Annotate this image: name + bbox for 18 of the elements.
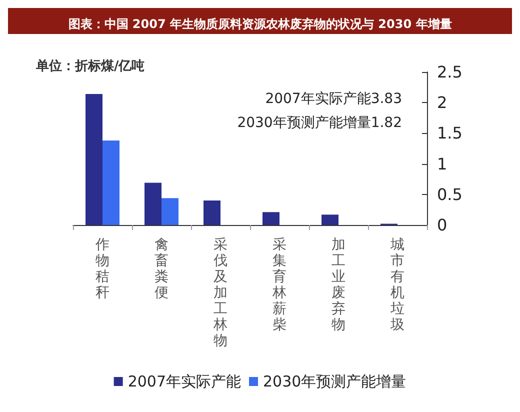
y-tick-label: 1 xyxy=(437,154,448,174)
x-tick-label: 采伐及加工林物 xyxy=(212,237,228,349)
y-axis-title: 单位：折标煤/亿吨 xyxy=(35,58,145,74)
y-tick-label: 2.5 xyxy=(437,62,462,82)
y-tick-label: 2 xyxy=(437,93,448,112)
legend-label: 2007年实际产能 xyxy=(128,372,242,390)
legend-label: 2030年预测产能增量 xyxy=(263,372,406,390)
annotation: 2007年实际产能3.83 xyxy=(265,91,402,107)
y-tick-label: 0.5 xyxy=(437,184,462,204)
x-tick-label: 加工业废弃物 xyxy=(332,237,346,333)
x-tick-label: 城市有机垃圾 xyxy=(390,237,404,333)
annotation: 2030年预测产能增量1.82 xyxy=(237,115,402,131)
y-tick-label: 0 xyxy=(437,216,448,234)
x-tick-label: 采集育林薪柴 xyxy=(272,237,286,333)
y-tick-label: 1.5 xyxy=(437,124,462,143)
x-tick-label: 作物秸秆 xyxy=(94,237,110,301)
chart-title: 图表：中国 2007 年生物质原料资源农林废弃物的状况与 2030 年增量 xyxy=(68,17,452,31)
x-tick-label: 禽畜粪便 xyxy=(154,237,168,301)
